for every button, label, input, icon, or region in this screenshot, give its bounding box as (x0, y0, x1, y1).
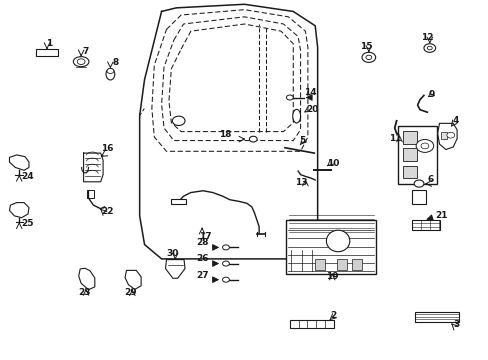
Text: 2: 2 (330, 311, 336, 320)
Circle shape (249, 136, 257, 142)
Circle shape (286, 95, 293, 100)
Bar (397, 126, 436, 184)
Bar (315, 259, 325, 270)
Text: 17: 17 (199, 231, 211, 240)
Text: 1: 1 (46, 39, 53, 48)
Bar (402, 131, 416, 144)
Bar (289, 320, 333, 328)
Text: 9: 9 (427, 90, 434, 99)
Text: 13: 13 (295, 178, 307, 187)
Text: 24: 24 (21, 172, 34, 181)
Text: 12: 12 (420, 33, 433, 42)
Polygon shape (125, 270, 141, 289)
Circle shape (77, 59, 85, 64)
Ellipse shape (292, 109, 300, 123)
Text: 4: 4 (451, 116, 458, 125)
Text: 23: 23 (78, 288, 90, 297)
Polygon shape (79, 268, 95, 290)
Bar (402, 166, 416, 178)
Bar (411, 220, 439, 230)
Circle shape (107, 68, 114, 73)
Bar (414, 312, 458, 322)
Text: 6: 6 (427, 175, 433, 184)
Bar (440, 132, 446, 139)
Text: 7: 7 (82, 47, 89, 56)
Circle shape (222, 245, 229, 250)
Text: 30: 30 (166, 249, 179, 258)
Bar (402, 148, 416, 161)
Ellipse shape (73, 57, 89, 67)
Polygon shape (9, 155, 29, 170)
Circle shape (423, 44, 435, 52)
Text: 21: 21 (435, 211, 447, 220)
Text: 28: 28 (196, 238, 208, 247)
Text: 8: 8 (113, 58, 119, 67)
Text: 18: 18 (219, 130, 231, 139)
Text: 27: 27 (196, 271, 208, 280)
Bar (36, 49, 58, 56)
Circle shape (222, 261, 229, 266)
Text: 20: 20 (306, 105, 318, 114)
Ellipse shape (326, 230, 349, 252)
Text: 22: 22 (102, 207, 114, 216)
Text: 25: 25 (21, 219, 34, 228)
Polygon shape (437, 123, 456, 149)
Circle shape (427, 46, 431, 50)
Circle shape (420, 143, 428, 149)
Ellipse shape (106, 68, 115, 80)
Text: 10: 10 (327, 159, 339, 168)
Bar (351, 259, 361, 270)
Circle shape (415, 139, 433, 152)
Bar (289, 250, 318, 271)
Circle shape (222, 277, 229, 282)
Circle shape (365, 55, 371, 59)
Text: 5: 5 (298, 136, 305, 145)
Text: 3: 3 (452, 320, 459, 329)
Bar (285, 220, 375, 274)
Bar (336, 259, 346, 270)
Polygon shape (9, 203, 29, 218)
Text: 14: 14 (304, 88, 316, 97)
Circle shape (361, 52, 375, 62)
Circle shape (172, 116, 184, 126)
Polygon shape (165, 260, 184, 278)
Bar (171, 199, 185, 204)
Text: 16: 16 (101, 144, 113, 153)
Circle shape (446, 132, 454, 138)
Text: 29: 29 (124, 288, 137, 297)
Circle shape (413, 180, 423, 187)
Text: 19: 19 (325, 271, 338, 280)
Bar (87, 190, 94, 198)
Text: 11: 11 (388, 134, 401, 143)
Bar (411, 190, 426, 204)
Text: 26: 26 (196, 255, 208, 264)
Text: 15: 15 (360, 42, 372, 51)
